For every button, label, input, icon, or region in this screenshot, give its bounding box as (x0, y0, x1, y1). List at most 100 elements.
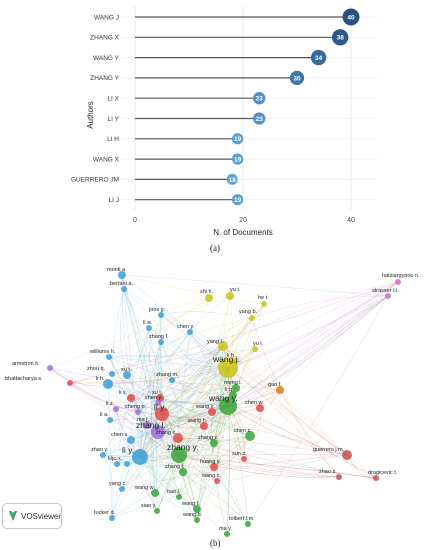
network-node (245, 521, 251, 527)
network-edge (227, 281, 399, 369)
data-label: 34 (315, 55, 323, 62)
network-edge (153, 341, 162, 433)
network-edge (156, 367, 229, 512)
network-label: xu t. (121, 367, 132, 373)
network-edge (161, 387, 237, 415)
network-label: yang b. (239, 309, 258, 315)
coauthorship-network: monti a. bertani a. shi h. yu t. he t. yang b… (5, 267, 420, 537)
network-node (169, 377, 175, 383)
network-edge (69, 367, 229, 384)
network-edge (102, 345, 224, 456)
lollipop-dot (331, 29, 349, 46)
network-edge (111, 327, 150, 519)
network-label: strasser t.i. (372, 288, 399, 294)
network-edge (139, 314, 162, 458)
network-edge (123, 288, 229, 407)
network-label: wang x. (195, 404, 215, 410)
network-edge (171, 345, 224, 381)
network-edge (171, 317, 253, 381)
network-edge (157, 402, 249, 525)
network-edge (177, 317, 253, 439)
network-edge (177, 437, 218, 482)
network-edge (111, 317, 253, 375)
network-edge (146, 348, 256, 426)
network-edge (126, 374, 215, 444)
network-edge (126, 374, 229, 407)
network-edge (251, 295, 389, 319)
network-edge (178, 454, 340, 478)
network-node (107, 417, 113, 423)
network-label: tolbert l.m. (229, 516, 255, 522)
network-edge (227, 295, 389, 407)
network-edge (111, 373, 251, 437)
network-label: bertani a. (110, 281, 133, 287)
network-node (146, 325, 152, 331)
network-label: ma j. (137, 417, 149, 423)
vosviewer-badge: VOSviewer (2, 503, 62, 529)
x-tick-labels: 0 20 40 (133, 217, 355, 224)
network-edge (130, 348, 256, 441)
network-edge (139, 345, 224, 458)
network-label: chen y. (177, 324, 195, 330)
network-edge (107, 383, 113, 519)
network-nodes (47, 271, 401, 537)
network-label: li a. (100, 412, 109, 418)
network-edge (130, 345, 224, 399)
network-edge (107, 383, 148, 426)
network-edge (111, 454, 180, 519)
network-edge (108, 297, 210, 358)
author-tick-label: LI X (107, 96, 119, 103)
network-label: joos g. (148, 307, 166, 313)
network-edge (123, 288, 159, 433)
network-node (119, 486, 125, 492)
network-edge (107, 379, 173, 385)
network-edge (161, 303, 265, 415)
network-edge (161, 413, 198, 510)
network-label: li z. (106, 401, 115, 407)
network-edge (130, 367, 229, 441)
network-edge (121, 367, 229, 490)
network-edge (178, 454, 340, 478)
network-node (154, 508, 160, 514)
author-tick-label: GUERRERO JM (71, 177, 119, 184)
network-edge (121, 405, 229, 490)
network-edge (107, 382, 281, 391)
network-label: li h. (227, 353, 236, 359)
network-label: huang y. (200, 459, 221, 465)
network-edge (121, 274, 141, 458)
network-label: zhang f. (149, 334, 169, 340)
network-edge (139, 456, 377, 479)
network-edge (123, 288, 180, 498)
network-label: yang c. (109, 481, 127, 487)
author-tick-label: WANG J (94, 14, 119, 21)
network-edge (177, 437, 348, 456)
network-edge (247, 295, 389, 525)
network-node (132, 449, 148, 465)
network-edge (49, 367, 234, 396)
network-edge (116, 345, 224, 465)
network-edge (130, 439, 198, 521)
network-label: zhang y. (167, 442, 199, 452)
network-node (151, 425, 165, 439)
network-label: yang l. (207, 339, 224, 345)
network-edge (121, 274, 265, 305)
network-edge (196, 367, 229, 510)
network-edge (213, 345, 224, 444)
network-label: hatziargyriou n. (382, 273, 420, 279)
network-label: zhang x. (156, 430, 177, 436)
network-edge (111, 454, 348, 519)
network-edge (69, 360, 236, 384)
network-edge (116, 463, 158, 512)
network-edge (102, 454, 114, 519)
network-edge (156, 435, 251, 512)
network-edge (161, 295, 389, 415)
network-edge (226, 367, 230, 535)
network-node (121, 286, 127, 292)
network-edge (111, 288, 125, 375)
network-edges (49, 274, 399, 535)
network-edge (178, 281, 399, 456)
network-edge (137, 331, 191, 413)
network-label: yu l. (253, 341, 264, 347)
network-edge (222, 345, 340, 478)
network-edge (139, 435, 251, 458)
